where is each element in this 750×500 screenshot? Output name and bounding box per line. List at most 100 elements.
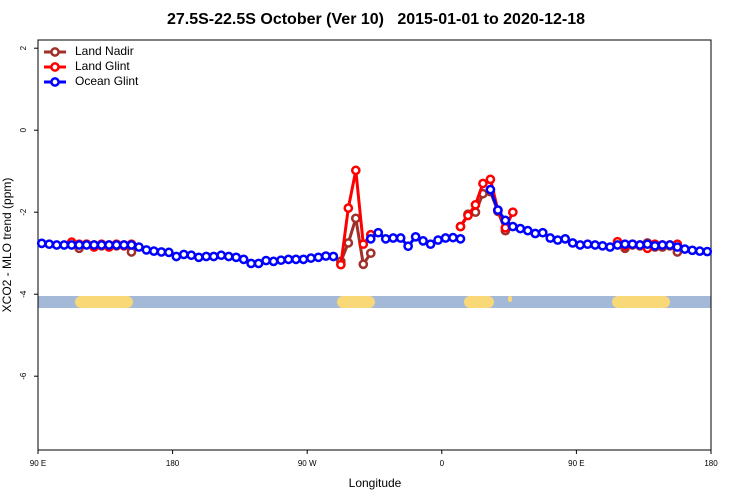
data-point	[350, 213, 361, 224]
data-point	[582, 239, 593, 250]
data-point	[635, 240, 645, 250]
data-point	[605, 242, 615, 252]
land-strip	[612, 296, 670, 308]
data-point	[283, 254, 294, 265]
data-point	[44, 239, 55, 250]
data-point	[463, 210, 473, 221]
data-point	[560, 234, 571, 244]
y-tick-label: -4	[19, 290, 28, 298]
land-strip	[337, 296, 375, 308]
data-point	[590, 240, 600, 250]
data-point	[238, 254, 249, 265]
legend-label: Ocean Glint	[75, 74, 139, 88]
data-point	[328, 251, 339, 262]
data-point	[642, 239, 653, 250]
y-tick-label: -6	[19, 372, 28, 380]
data-point	[530, 228, 541, 239]
data-point	[455, 221, 466, 232]
data-point	[350, 165, 361, 176]
data-point	[253, 258, 264, 269]
data-point	[575, 240, 585, 250]
data-point	[126, 240, 137, 250]
data-point	[522, 225, 533, 236]
data-point	[208, 251, 219, 262]
data-point	[672, 242, 683, 252]
land-mask	[38, 296, 711, 308]
data-point	[620, 239, 630, 250]
data-point	[365, 234, 376, 244]
data-point	[223, 251, 234, 262]
data-point	[178, 249, 189, 260]
data-point	[51, 240, 62, 250]
data-point	[500, 215, 511, 226]
data-point	[36, 238, 47, 249]
x-tick-label: 0	[440, 459, 445, 468]
data-point	[134, 242, 144, 252]
data-point	[268, 256, 279, 267]
legend-label: Land Glint	[75, 59, 130, 73]
data-point	[358, 239, 369, 250]
data-point	[418, 236, 428, 246]
data-point	[627, 239, 638, 250]
data-point	[164, 247, 174, 258]
data-point	[96, 240, 107, 250]
data-point	[650, 240, 660, 251]
data-point	[545, 233, 556, 243]
data-point	[425, 239, 436, 250]
data-point	[343, 203, 354, 213]
data-point	[694, 246, 705, 256]
data-point	[657, 240, 668, 250]
data-point	[216, 250, 227, 261]
data-point	[507, 207, 518, 218]
data-point	[507, 221, 518, 232]
land-strip	[75, 296, 133, 308]
series	[36, 184, 713, 269]
x-tick-label: 90 E	[568, 459, 584, 468]
y-axis-label: XCO2 - MLO trend (ppm)	[0, 178, 14, 313]
data-point	[448, 232, 458, 243]
data-point	[679, 244, 690, 254]
land-strip	[464, 296, 494, 308]
data-point	[246, 258, 256, 269]
y-tick-label: -2	[19, 208, 28, 216]
data-point	[485, 184, 496, 195]
data-point	[66, 240, 77, 250]
data-point	[276, 255, 286, 266]
data-point	[567, 238, 578, 248]
data-point	[500, 222, 511, 233]
data-point	[702, 246, 713, 257]
data-point	[104, 240, 114, 250]
data-point	[665, 240, 675, 250]
legend-marker	[50, 62, 60, 72]
data-point	[306, 253, 316, 263]
data-point	[493, 205, 503, 215]
data-point	[231, 252, 242, 263]
data-point	[201, 251, 212, 262]
data-point	[470, 199, 481, 210]
data-point	[261, 255, 271, 266]
data-point	[171, 251, 182, 262]
data-point	[410, 231, 421, 242]
data-point	[515, 223, 526, 234]
land-strip	[508, 296, 512, 302]
data-point	[59, 240, 70, 250]
x-tick-label: 180	[704, 459, 718, 468]
data-point	[365, 248, 376, 259]
data-point	[358, 259, 369, 270]
data-point	[455, 234, 466, 244]
data-point	[485, 174, 496, 185]
data-point	[89, 240, 99, 250]
data-point	[186, 250, 197, 261]
data-point	[141, 245, 152, 255]
x-tick-label: 180	[166, 459, 180, 468]
data-point	[687, 245, 698, 256]
data-point	[537, 227, 548, 238]
data-point	[336, 259, 346, 270]
data-point	[193, 252, 204, 263]
legend-marker	[50, 77, 60, 87]
data-point	[343, 238, 354, 248]
data-point	[478, 178, 488, 189]
data-point	[321, 251, 331, 261]
data-point	[298, 254, 309, 265]
